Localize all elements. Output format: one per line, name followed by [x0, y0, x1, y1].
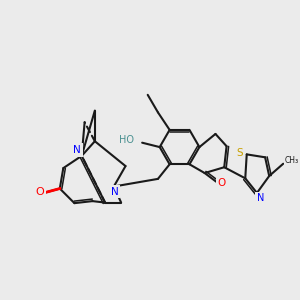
Text: HO: HO — [119, 135, 134, 146]
Text: N: N — [257, 193, 264, 203]
Text: N: N — [74, 145, 81, 155]
Text: O: O — [218, 178, 226, 188]
Text: O: O — [36, 187, 44, 197]
Text: N: N — [110, 187, 118, 197]
Text: S: S — [236, 148, 243, 158]
Text: CH₃: CH₃ — [285, 156, 299, 165]
